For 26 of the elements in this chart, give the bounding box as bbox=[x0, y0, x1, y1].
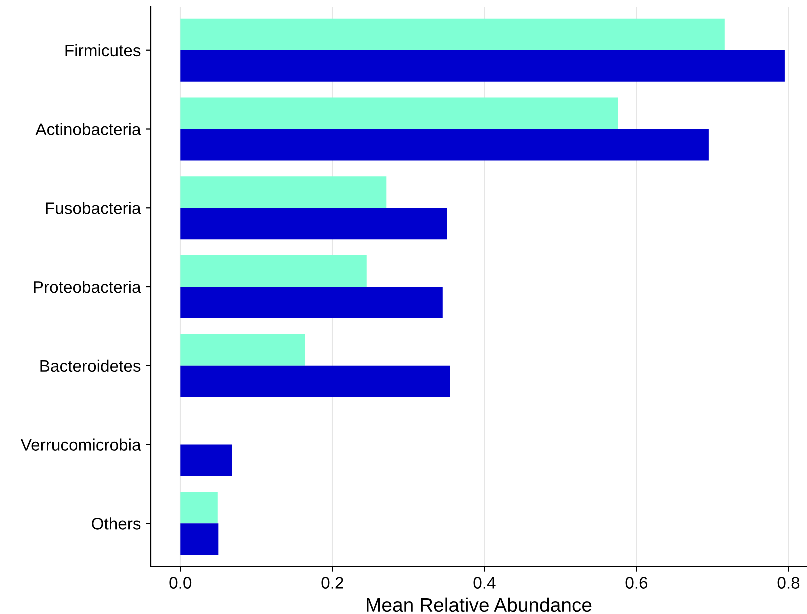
bar bbox=[180, 18, 725, 50]
y-tick-label: Bacteroidetes bbox=[40, 360, 141, 372]
x-axis-title: Mean Relative Abundance bbox=[367, 598, 592, 612]
bar bbox=[180, 176, 387, 208]
bar bbox=[180, 492, 218, 524]
bar bbox=[180, 129, 709, 161]
y-tick-label: Others bbox=[92, 518, 141, 530]
x-tick-label: 0.0 bbox=[170, 577, 192, 589]
bar bbox=[180, 366, 450, 398]
x-tick-label: 0.8 bbox=[778, 577, 800, 589]
bar bbox=[180, 208, 448, 240]
y-tick-label: Proteobacteria bbox=[34, 280, 142, 294]
bar bbox=[180, 334, 306, 366]
bar bbox=[180, 50, 785, 82]
bar bbox=[180, 444, 232, 476]
y-tick-label: Verrucomicrobia bbox=[20, 438, 142, 451]
bar bbox=[180, 287, 443, 319]
bar bbox=[180, 524, 219, 556]
x-tick-label: 0.4 bbox=[474, 577, 496, 589]
x-tick-label: 0.2 bbox=[322, 577, 344, 589]
bar bbox=[180, 255, 367, 287]
x-tick-label: 0.6 bbox=[626, 577, 648, 589]
y-tick-label: Firmicutes bbox=[66, 44, 141, 57]
y-tick-label: Actinobacteria bbox=[36, 123, 142, 136]
y-tick-label: Fusobacteria bbox=[46, 202, 142, 214]
bar bbox=[180, 98, 618, 130]
